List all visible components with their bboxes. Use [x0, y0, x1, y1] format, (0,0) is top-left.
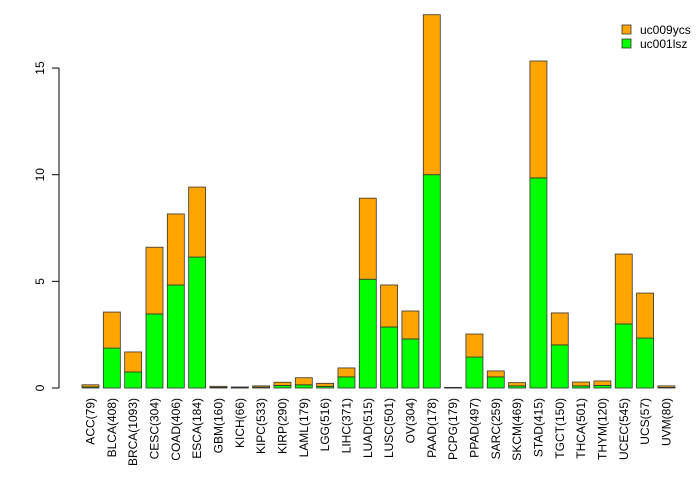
bar-uc009ycs-tgct	[550, 312, 569, 346]
bar-uc009ycs-kirp	[273, 381, 292, 386]
x-tick-label: SARC(259)	[489, 398, 503, 459]
bar-uc001lsz-ov	[401, 338, 420, 389]
x-tick-label: KIRP(290)	[275, 398, 289, 454]
bar-uc001lsz-tgct	[550, 344, 569, 389]
bar-uc001lsz-sarc	[486, 376, 505, 389]
bar-uc009ycs-thym	[593, 380, 612, 386]
legend-label-uc001lsz: uc001lsz	[640, 37, 687, 51]
bar-uc009ycs-ov	[401, 310, 420, 340]
y-tick-label: 0	[33, 384, 47, 391]
x-tick-label: ESCA(184)	[190, 398, 204, 459]
x-tick-label: SKCM(469)	[510, 398, 524, 461]
bar-uc001lsz-lusc	[380, 326, 399, 389]
bar-uc009ycs-skcm	[508, 382, 527, 387]
bar-uc009ycs-ucs	[636, 292, 654, 339]
bar-uc009ycs-esca	[188, 186, 207, 258]
x-tick-label: COAD(406)	[169, 398, 183, 461]
x-tick-label: LIHC(371)	[339, 398, 353, 453]
x-tick-label: LUSC(501)	[382, 398, 396, 458]
bar-uc009ycs-blca	[102, 311, 121, 349]
x-tick-label: LGG(516)	[318, 398, 332, 451]
x-tick-label: GBM(160)	[211, 398, 225, 453]
bar-uc009ycs-kipc	[252, 385, 271, 388]
x-tick-label: LUAD(515)	[361, 398, 375, 458]
bar-uc009ycs-sarc	[486, 370, 505, 378]
bar-uc001lsz-blca	[102, 347, 121, 389]
x-tick-label: PCPG(179)	[446, 398, 460, 460]
bar-uc001lsz-laml	[294, 384, 313, 389]
bar-uc001lsz-ucec	[614, 323, 633, 389]
bar-uc001lsz-lihc	[337, 376, 356, 389]
x-tick-label: OV(304)	[403, 398, 417, 443]
bar-uc009ycs-gbm	[209, 385, 228, 388]
y-tick-label: 15	[33, 61, 47, 75]
bar-uc001lsz-ppad	[465, 356, 484, 389]
bar-uc001lsz-stad	[529, 177, 548, 389]
x-tick-label: PPAD(497)	[467, 398, 481, 458]
x-tick-label: STAD(415)	[531, 398, 545, 457]
bar-uc009ycs-pcpg	[444, 386, 463, 389]
x-tick-label: LAML(179)	[297, 398, 311, 457]
x-tick-label: THCA(501)	[574, 398, 588, 459]
bar-uc009ycs-coad	[166, 213, 185, 286]
bar-uc009ycs-acc	[81, 384, 100, 388]
x-tick-label: KICH(66)	[233, 398, 247, 448]
bar-uc009ycs-ppad	[465, 333, 484, 358]
x-tick-label: PAAD(178)	[425, 398, 439, 458]
bar-uc009ycs-cesc	[145, 246, 164, 315]
y-tick-label: 5	[33, 278, 47, 285]
y-axis: 0 5 10 15	[33, 61, 60, 391]
x-tick-label: UCS(57)	[638, 398, 652, 445]
bar-uc009ycs-brca	[124, 351, 143, 373]
bar-uc009ycs-stad	[529, 60, 548, 179]
x-tick-label: TGCT(150)	[553, 398, 567, 459]
bar-uc009ycs-laml	[294, 377, 313, 386]
bar-uc001lsz-luad	[358, 278, 377, 389]
x-tick-label: THYM(120)	[595, 398, 609, 460]
bar-uc009ycs-lgg	[316, 382, 335, 387]
bar-uc001lsz-brca	[124, 371, 143, 389]
x-tick-label: ACC(79)	[84, 398, 98, 445]
bar-uc009ycs-lihc	[337, 367, 356, 378]
x-tick-label: UVM(80)	[659, 398, 673, 446]
bar-uc001lsz-cesc	[145, 313, 164, 389]
legend-swatch-uc001lsz	[621, 38, 632, 49]
x-tick-label: BRCA(1093)	[126, 398, 140, 466]
x-tick-label: UCEC(545)	[617, 398, 631, 460]
legend-swatch-uc009ycs	[621, 24, 632, 35]
bar-uc001lsz-coad	[166, 284, 185, 389]
bar-uc009ycs-paad	[422, 14, 441, 176]
bar-uc001lsz-esca	[188, 256, 207, 389]
x-tick-label: KIPC(533)	[254, 398, 268, 454]
y-tick-label: 10	[33, 168, 47, 182]
bar-uc009ycs-uvm	[657, 385, 676, 388]
bar-uc009ycs-lusc	[380, 284, 399, 328]
legend-label-uc009ycs: uc009ycs	[640, 23, 691, 37]
bar-uc001lsz-ucs	[636, 337, 654, 389]
bar-uc009ycs-kich	[230, 386, 249, 388]
bar-uc009ycs-thca	[572, 381, 590, 387]
x-tick-label: BLCA(408)	[105, 398, 119, 457]
x-tick-label: CESC(304)	[147, 398, 161, 459]
bar-uc009ycs-luad	[358, 197, 377, 280]
bar-uc009ycs-ucec	[614, 253, 633, 325]
bar-uc001lsz-paad	[422, 174, 441, 389]
